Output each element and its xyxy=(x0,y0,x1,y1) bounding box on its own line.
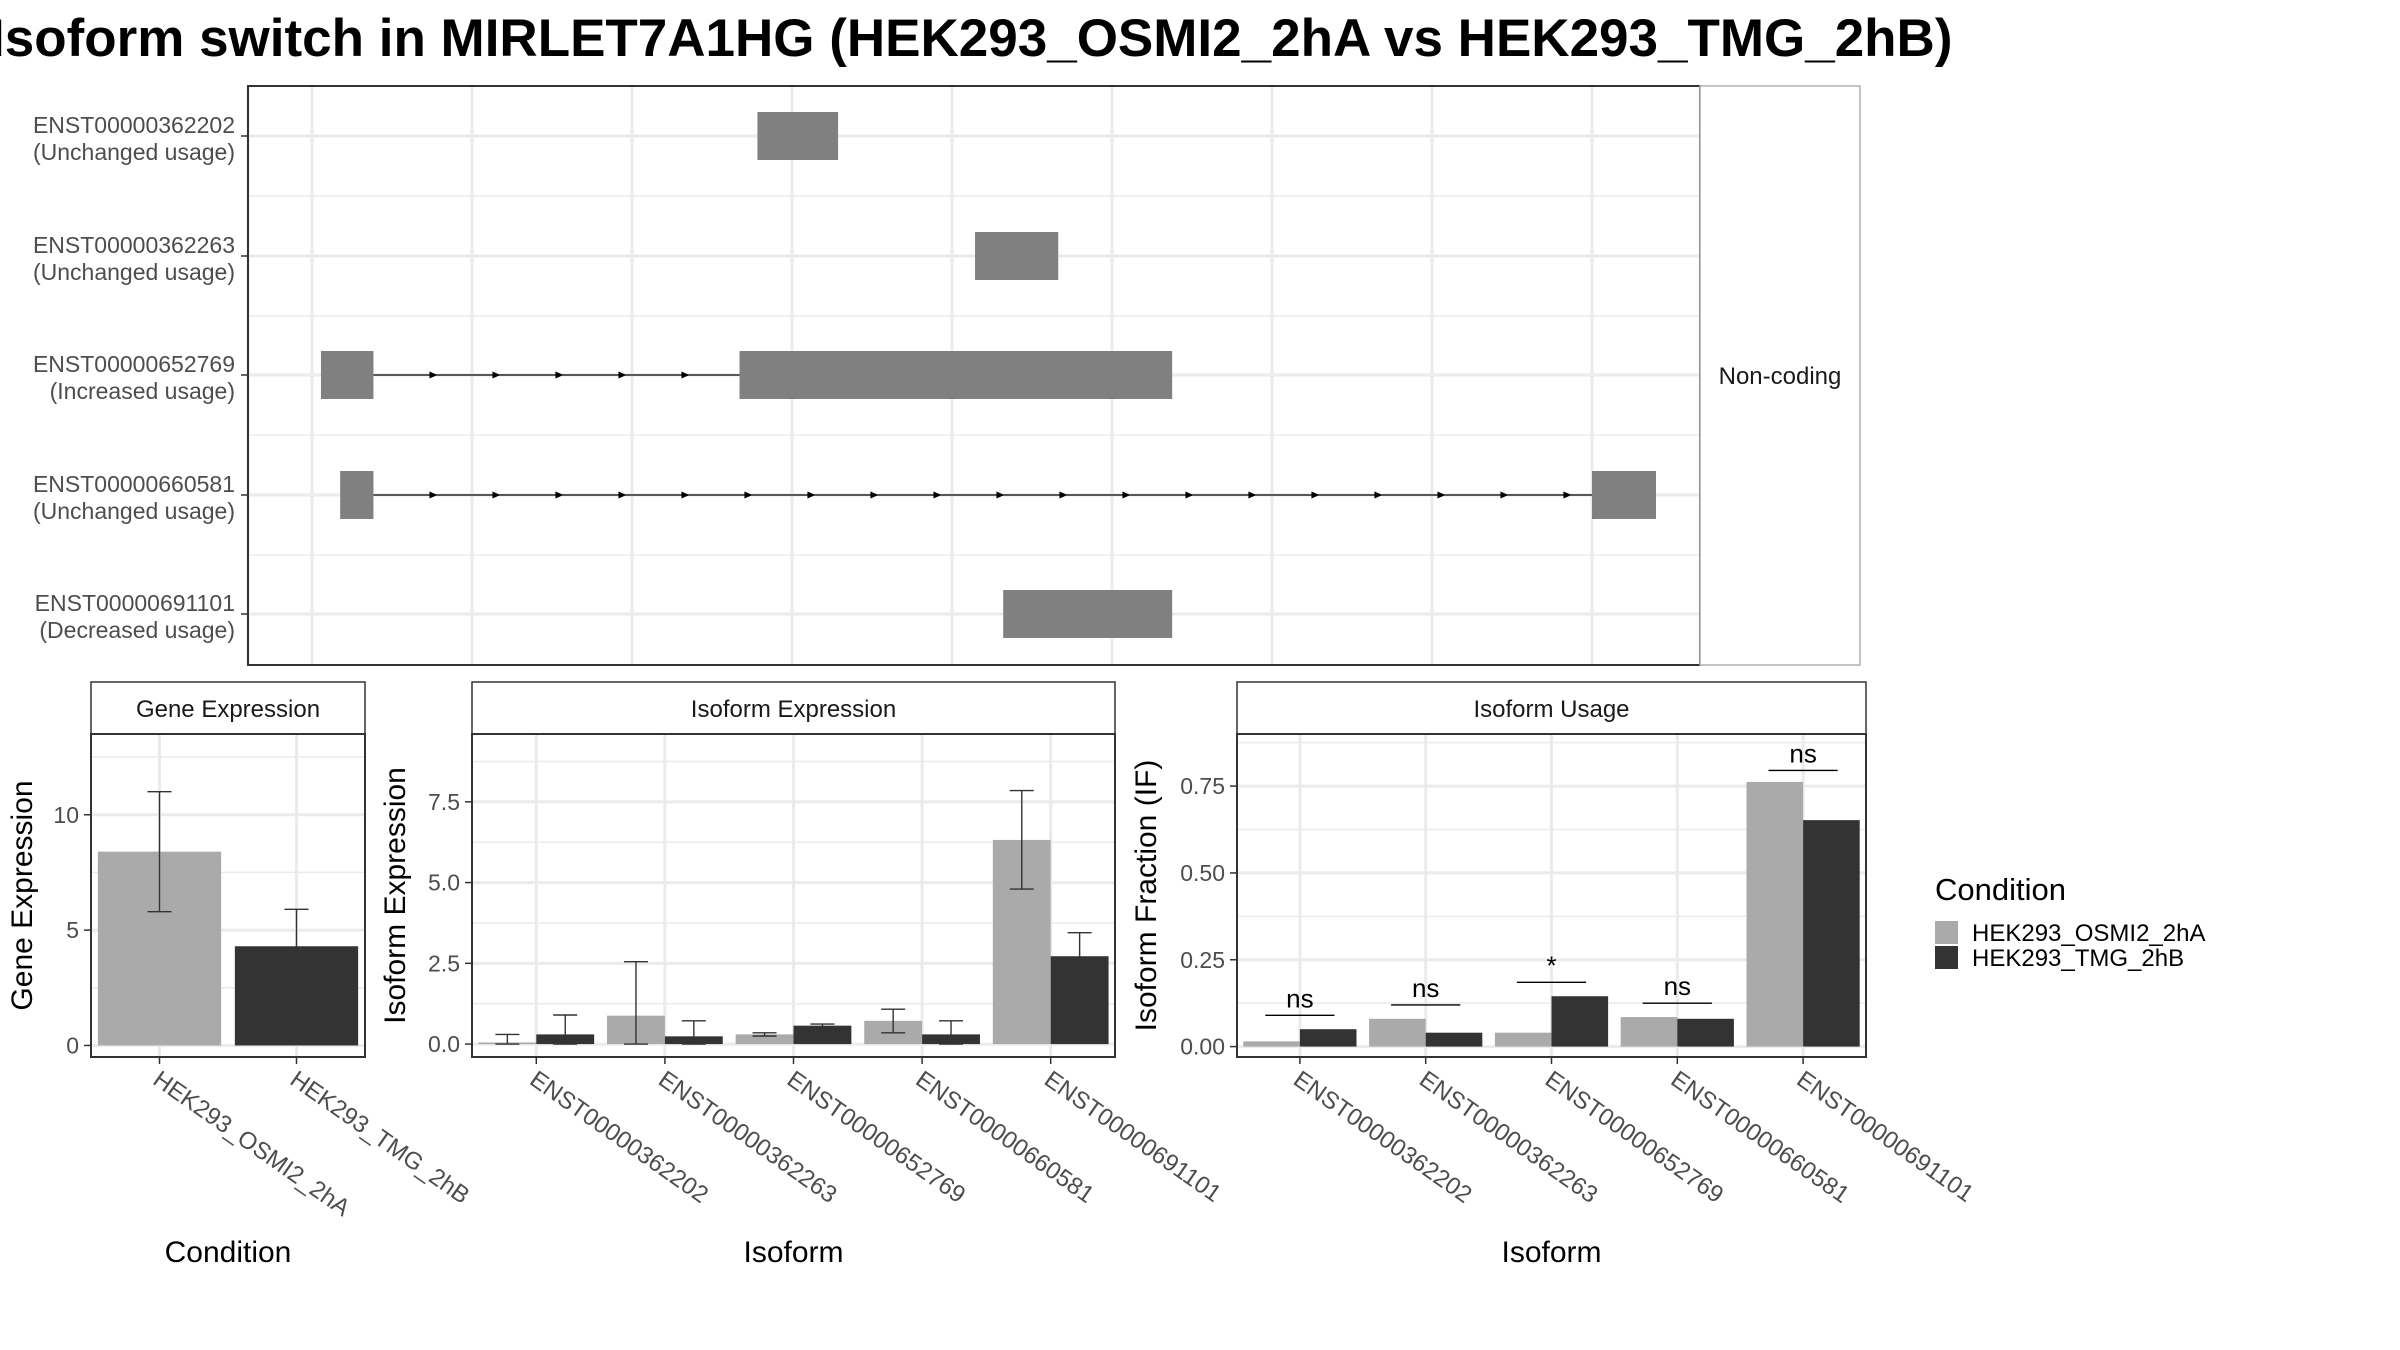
legend-item-label: HEK293_TMG_2hB xyxy=(1972,945,2184,972)
exon-block xyxy=(320,351,374,399)
transcript-usage-label: (Increased usage) xyxy=(50,378,235,404)
bar-HEK293_TMG_2hB xyxy=(1425,1032,1483,1047)
intron-arrow xyxy=(1248,491,1257,499)
y-axis-title: Gene Expression xyxy=(6,780,39,1010)
intron-arrow xyxy=(555,491,564,499)
bar-HEK293_TMG_2hB xyxy=(1551,996,1609,1047)
exon-block xyxy=(739,351,1173,399)
bar-HEK293_OSMI2_2hA xyxy=(1746,781,1804,1047)
intron-arrow xyxy=(870,491,879,499)
legend-swatch xyxy=(1935,946,1958,969)
intron-arrow xyxy=(492,491,501,499)
intron-arrow xyxy=(492,371,501,379)
exon-block xyxy=(1003,590,1173,638)
y-tick-label: 0.50 xyxy=(1180,860,1225,886)
transcript-id-label: ENST00000362263 xyxy=(33,232,235,258)
facet-label-noncoding: Non-coding xyxy=(1719,363,1842,390)
y-axis-title: Isoform Fraction (IF) xyxy=(1130,760,1163,1032)
intron-arrow xyxy=(1185,491,1194,499)
transcript-id-label: ENST00000660581 xyxy=(33,471,235,497)
bar-HEK293_OSMI2_2hA xyxy=(1369,1018,1426,1047)
legend-title: Condition xyxy=(1935,872,2066,907)
exon-block xyxy=(1592,471,1656,519)
y-tick-label: 5.0 xyxy=(428,870,460,896)
intron-arrow xyxy=(1437,491,1446,499)
transcript-usage-label: (Decreased usage) xyxy=(39,617,235,643)
y-tick-label: 0 xyxy=(66,1032,79,1058)
y-tick-label: 2.5 xyxy=(428,950,460,976)
intron-arrow xyxy=(933,491,942,499)
intron-arrow xyxy=(555,371,564,379)
intron-arrow xyxy=(744,491,753,499)
significance-label: * xyxy=(1546,950,1556,980)
bar-HEK293_OSMI2_2hA xyxy=(1243,1041,1300,1047)
bar-HEK293_TMG_2hB xyxy=(1299,1029,1357,1047)
x-axis-title: Condition xyxy=(165,1236,292,1269)
bar-HEK293_OSMI2_2hA xyxy=(1494,1032,1552,1047)
exon-block xyxy=(975,232,1059,280)
panel-border xyxy=(90,733,366,1058)
bar-HEK293_OSMI2_2hA xyxy=(1620,1017,1678,1047)
intron-arrow xyxy=(1563,491,1572,499)
y-tick-label: 0.25 xyxy=(1180,947,1225,973)
exon-block xyxy=(757,112,839,160)
bar-HEK293_TMG_2hB xyxy=(793,1025,852,1045)
significance-label: ns xyxy=(1789,738,1816,768)
intron-arrow xyxy=(1311,491,1320,499)
panel-strip xyxy=(471,681,1116,735)
intron-arrow xyxy=(429,491,438,499)
intron-arrow xyxy=(1374,491,1383,499)
figure-title: Isoform switch in MIRLET7A1HG (HEK293_OS… xyxy=(0,9,1952,68)
gene-structure-panel: ENST00000362202(Unchanged usage)ENST0000… xyxy=(33,85,1861,666)
panel-strip-title: Isoform Expression xyxy=(691,696,896,723)
y-tick-label: 0.00 xyxy=(1180,1034,1225,1060)
bar-HEK293_TMG_2hB xyxy=(1803,820,1860,1047)
intron-arrow xyxy=(996,491,1005,499)
y-tick-label: 0.0 xyxy=(428,1031,460,1057)
y-tick-label: 10 xyxy=(53,802,79,828)
intron-arrow xyxy=(618,371,627,379)
panel-strip xyxy=(1236,681,1867,735)
y-axis-title: Isoform Expression xyxy=(379,767,412,1024)
panel-strip-title: Isoform Usage xyxy=(1473,696,1629,723)
transcript-usage-label: (Unchanged usage) xyxy=(33,259,235,285)
facet-strip xyxy=(1699,85,1861,666)
significance-label: ns xyxy=(1286,983,1313,1013)
intron-arrow xyxy=(618,491,627,499)
legend-item-label: HEK293_OSMI2_2hA xyxy=(1972,920,2205,947)
isoform-expression-panel: Isoform Expression0.02.55.07.5ENST000003… xyxy=(379,681,1226,1269)
y-tick-label: 0.75 xyxy=(1180,773,1225,799)
intron-arrow xyxy=(429,371,438,379)
x-axis-title: Isoform xyxy=(1501,1236,1601,1269)
transcript-id-label: ENST00000691101 xyxy=(35,590,235,616)
y-tick-label: 5 xyxy=(66,917,79,943)
intron-arrow xyxy=(807,491,816,499)
panel-strip-title: Gene Expression xyxy=(136,696,320,723)
exon-block xyxy=(340,471,374,519)
x-axis-title: Isoform xyxy=(743,1236,843,1269)
bar-HEK293_TMG_2hB xyxy=(1677,1018,1734,1047)
y-tick-label: 7.5 xyxy=(428,789,460,815)
intron-arrow xyxy=(1500,491,1509,499)
transcript-usage-label: (Unchanged usage) xyxy=(33,498,235,524)
intron-arrow xyxy=(681,491,690,499)
intron-arrow xyxy=(681,371,690,379)
bar-HEK293_OSMI2_2hA xyxy=(735,1034,794,1045)
panel-strip xyxy=(90,681,366,735)
intron-arrow xyxy=(1059,491,1068,499)
legend-swatch xyxy=(1935,921,1958,944)
significance-label: ns xyxy=(1412,973,1439,1003)
transcript-id-label: ENST00000362202 xyxy=(33,112,235,138)
transcript-usage-label: (Unchanged usage) xyxy=(33,139,235,165)
transcript-id-label: ENST00000652769 xyxy=(33,351,235,377)
significance-label: ns xyxy=(1664,971,1691,1001)
intron-arrow xyxy=(1122,491,1131,499)
